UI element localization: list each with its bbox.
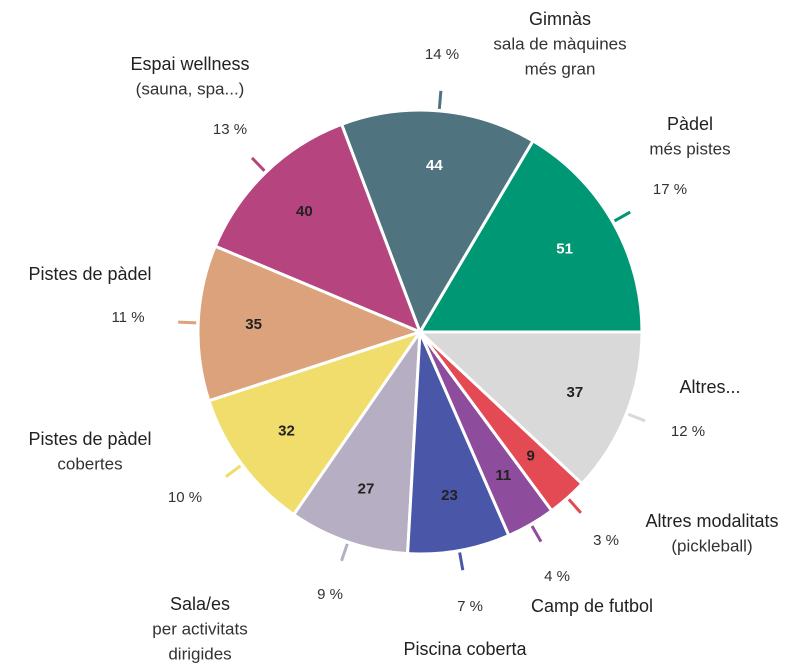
category-label: Altres... [679, 377, 740, 397]
pie-slice [291, 326, 422, 556]
percentage-label: 10 % [168, 489, 202, 506]
percentage-label: 7 % [457, 598, 483, 615]
category-subtitle: més gran [525, 59, 596, 78]
slice-value-label: 11 [495, 467, 511, 484]
slice-value-label: 40 [296, 203, 313, 220]
slice-value-label: 32 [278, 422, 295, 439]
slice-value-label: 27 [358, 480, 375, 497]
leader-line [340, 543, 349, 562]
category-label: Pistes de pàdel [28, 429, 151, 449]
leader-line [250, 156, 266, 172]
percentage-label: 3 % [593, 532, 619, 549]
pie-slice [406, 331, 511, 556]
percentage-label: 13 % [213, 121, 247, 138]
percentage-label: 11 % [111, 309, 144, 326]
leader-line [613, 210, 631, 223]
category-subtitle: (sauna, spa...) [136, 79, 245, 98]
category-label: Espai wellness [130, 54, 249, 74]
category-label: Pistes de pàdel [28, 264, 151, 284]
leader-line [437, 90, 443, 109]
leader-line [458, 552, 465, 571]
percentage-label: 4 % [544, 568, 570, 585]
category-subtitle: sala de màquines [493, 34, 626, 53]
slice-value-label: 44 [426, 157, 443, 174]
percentage-label: 14 % [425, 46, 459, 63]
category-subtitle: més pistes [649, 139, 730, 158]
percentage-label: 9 % [317, 586, 343, 603]
percentage-label: 17 % [653, 181, 687, 198]
pie-slice [417, 138, 644, 334]
pie-slice [196, 244, 425, 403]
category-label: Altres modalitats [645, 511, 778, 531]
pie-slice [416, 330, 644, 486]
category-subtitle: dirigides [168, 644, 231, 663]
category-subtitle: cobertes [57, 454, 122, 473]
slice-value-label: 35 [245, 316, 262, 333]
pie-slice [339, 108, 536, 336]
slice-value-label: 9 [526, 447, 534, 464]
category-subtitle: per activitats [152, 619, 247, 638]
slice-value-label: 23 [441, 487, 458, 504]
leader-line [530, 525, 543, 543]
slice-value-label: 51 [556, 240, 573, 257]
leader-line [567, 498, 582, 514]
pie-slice [207, 329, 424, 517]
leader-line [627, 412, 646, 423]
category-label: Camp de futbol [531, 596, 653, 616]
category-subtitle: (pickleball) [671, 536, 752, 555]
leader-line [225, 464, 242, 478]
slice-value-label: 37 [567, 384, 584, 401]
percentage-label: 12 % [671, 423, 705, 440]
category-label: Pàdel [667, 114, 713, 134]
pie-slice [213, 122, 423, 335]
category-label: Sala/es [170, 594, 230, 614]
leader-line [178, 320, 197, 325]
category-label: Piscina coberta [403, 639, 527, 659]
category-label: Gimnàs [529, 9, 591, 29]
